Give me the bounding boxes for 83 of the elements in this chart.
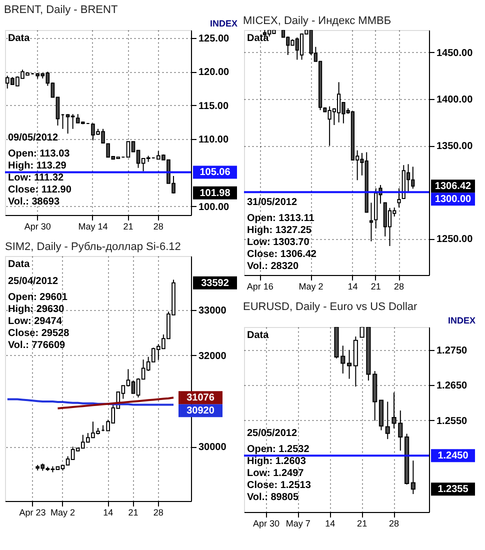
y-tick-label: 120.00 — [198, 67, 230, 78]
annotation: Vol.: 89805 — [247, 492, 299, 504]
chart-title: BRENT, Daily - BRENT — [4, 4, 118, 16]
x-tick-label: 14 — [103, 508, 114, 518]
y-tick-label: 33000 — [198, 305, 227, 316]
annotation: High: 1.2603 — [247, 456, 306, 468]
annotation: Close: 112.90 — [8, 184, 72, 196]
x-tick-label: 21 — [128, 508, 138, 518]
x-tick-label: 28 — [389, 518, 400, 528]
x-tick-label: Apr 23 — [19, 508, 46, 518]
candlestick — [346, 349, 352, 380]
annotation: Low: 1.2497 — [247, 468, 304, 480]
x-tick-label: 21 — [357, 518, 368, 528]
x-tick-label: Apr 30 — [252, 518, 280, 528]
annotation: 09/05/2012 — [8, 132, 58, 144]
candlestick — [385, 401, 390, 440]
annotation: High: 29630 — [8, 304, 65, 315]
annotation: Close: 1.2513 — [247, 480, 312, 492]
text: 33592 — [201, 278, 230, 289]
y-axis-title: INDEX — [210, 18, 238, 28]
y-tick-label: 125.00 — [198, 34, 230, 45]
x-tick-label: 28 — [153, 508, 164, 518]
x-tick-label: 28 — [153, 222, 164, 232]
line-series — [56, 396, 175, 410]
y-tick-label: 1250.00 — [436, 234, 474, 246]
ref-line-label: 105.06 — [200, 167, 231, 178]
candlestick — [300, 34, 304, 60]
annotation: Data — [8, 33, 30, 44]
annotation: Data — [8, 259, 30, 270]
annotation: Open: 113.03 — [8, 148, 70, 160]
y-tick-label: 1.2550 — [436, 416, 468, 427]
x-tick-label: 21 — [370, 282, 381, 292]
chart-title: SIM2, Daily - Рубль-доллар Si-6.12 — [5, 241, 181, 253]
annotation: Low: 29474 — [8, 316, 62, 327]
annotation: Low: 1303.70 — [247, 237, 310, 248]
y-tick-label: 1350.00 — [436, 141, 474, 152]
x-tick-label: Apr 30 — [24, 222, 51, 232]
x-tick-label: May 7 — [286, 518, 310, 528]
x-tick-label: 14 — [325, 518, 336, 528]
annotation: Vol.: 38693 — [8, 196, 60, 208]
x-tick-label: May 2 — [298, 282, 324, 292]
candlestick — [397, 188, 401, 208]
chart-title: MICEX, Daily - Индекс ММВБ — [243, 15, 392, 27]
x-tick-label: Apr 16 — [246, 282, 274, 292]
y-tick-label: 1400.00 — [436, 94, 474, 106]
annotation: Open: 1313.11 — [247, 213, 315, 224]
text: 101.98 — [200, 188, 231, 199]
y-tick-label: 1450.00 — [436, 48, 474, 59]
x-tick-label: 28 — [394, 282, 404, 292]
annotation: Vol.: 776609 — [8, 340, 66, 351]
y-tick-label: 110.00 — [198, 134, 229, 146]
annotation: Data — [247, 330, 270, 341]
annotation: Close: 29528 — [8, 328, 70, 339]
y-tick-label: 30000 — [198, 442, 227, 454]
y-tick-label: 1.2750 — [436, 345, 468, 356]
annotation: 25/05/2012 — [247, 428, 298, 440]
y-tick-label: 115.00 — [198, 100, 229, 112]
y-axis-title: INDEX — [448, 316, 476, 326]
ref-line-label: 1.2450 — [438, 450, 469, 462]
annotation: Open: 1.2532 — [247, 444, 310, 456]
annotation: Data — [247, 33, 270, 44]
text: 1.2355 — [438, 484, 469, 496]
chart-title: EURUSD, Daily - Euro vs US Dollar — [243, 301, 418, 313]
x-tick-label: May 14 — [78, 222, 108, 232]
ref-line-label: 1300.00 — [434, 194, 472, 206]
annotation: Vol.: 28320 — [247, 261, 299, 272]
annotation: Open: 29601 — [8, 292, 68, 303]
annotation: Low: 111.32 — [8, 172, 64, 184]
x-tick-label: May 2 — [50, 508, 76, 518]
annotation: 31/05/2012 — [247, 197, 298, 208]
data-label: 30920 — [186, 406, 215, 417]
data-label: 31076 — [186, 392, 215, 404]
y-tick-label: 32000 — [198, 350, 227, 362]
y-tick-label: 100.00 — [198, 202, 230, 213]
text: 1306.42 — [434, 181, 472, 192]
x-tick-label: 21 — [123, 222, 134, 232]
annotation: Close: 1306.42 — [247, 249, 317, 260]
annotation: 25/04/2012 — [8, 276, 58, 287]
y-tick-label: 1.2650 — [436, 380, 468, 392]
candlestick — [410, 460, 416, 495]
annotation: High: 113.29 — [8, 160, 67, 172]
annotation: High: 1327.25 — [247, 225, 312, 236]
x-tick-label: 14 — [348, 282, 358, 292]
